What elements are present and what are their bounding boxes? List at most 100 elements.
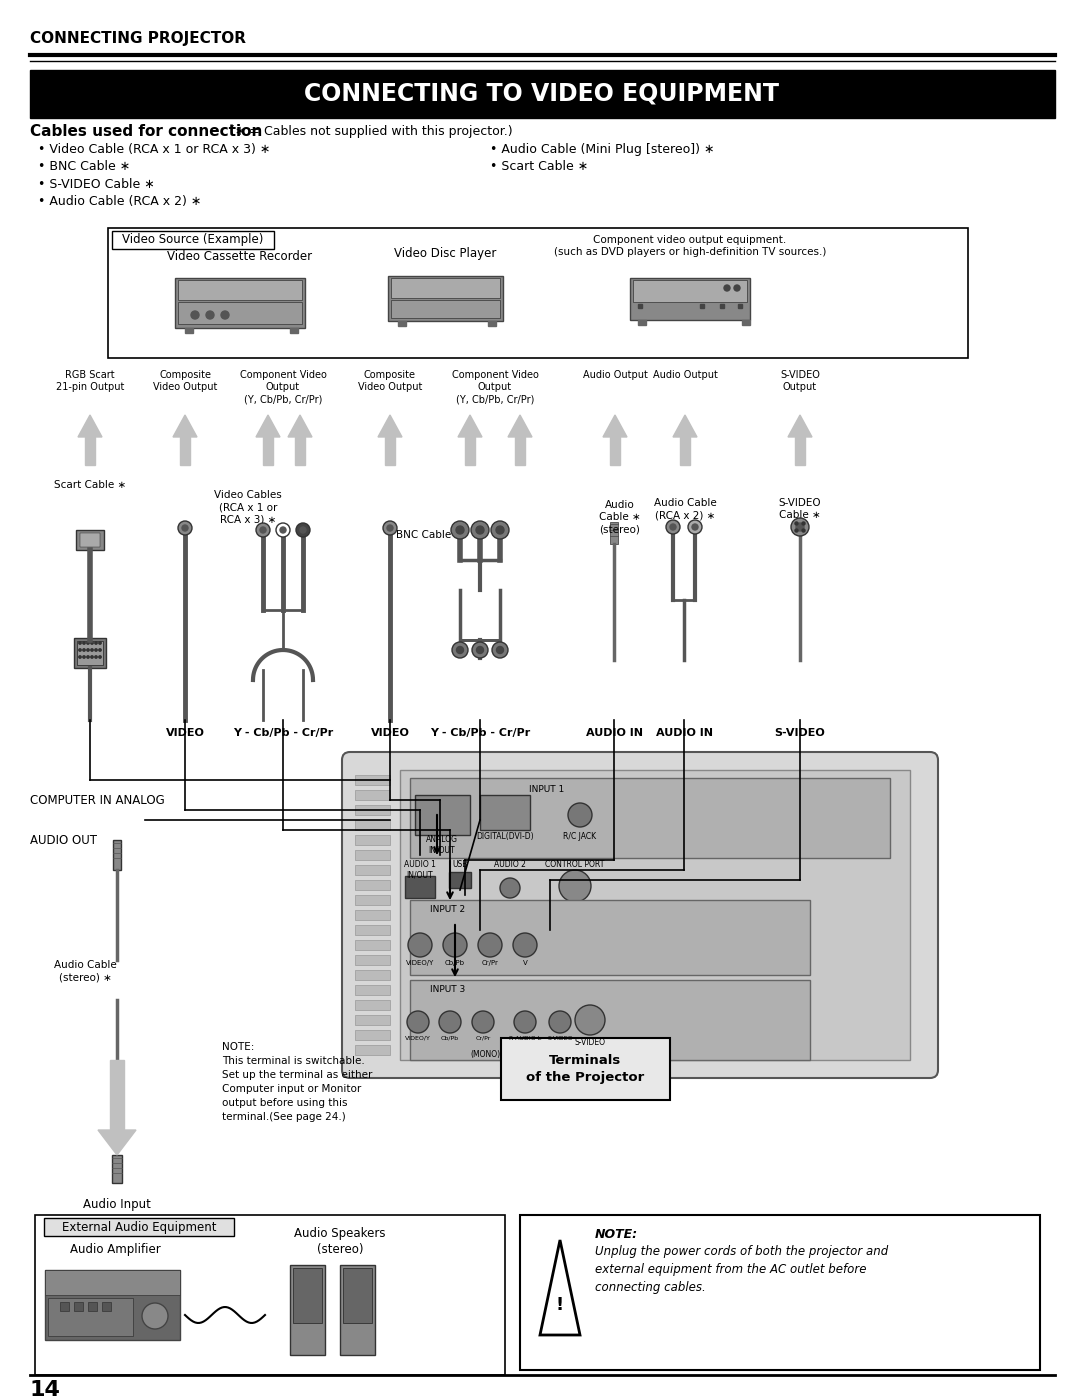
Text: Unplug the power cords of both the projector and
external equipment from the AC : Unplug the power cords of both the proje…: [595, 1245, 888, 1294]
Bar: [355, 970, 390, 981]
Bar: [796, 437, 805, 465]
Bar: [178, 302, 302, 324]
Circle shape: [86, 655, 90, 658]
Circle shape: [513, 933, 537, 957]
Circle shape: [457, 647, 463, 654]
Bar: [48, 1298, 133, 1336]
Bar: [742, 320, 750, 326]
Bar: [355, 865, 390, 875]
Bar: [415, 795, 470, 835]
Bar: [638, 305, 642, 307]
Polygon shape: [378, 415, 402, 437]
Polygon shape: [288, 415, 312, 437]
Polygon shape: [256, 415, 280, 437]
Text: Y - Cb/Pb - Cr/Pr: Y - Cb/Pb - Cr/Pr: [430, 728, 530, 738]
Circle shape: [256, 522, 270, 536]
Bar: [355, 895, 390, 905]
Text: AUDIO 1
IN/OUT: AUDIO 1 IN/OUT: [404, 861, 436, 879]
Bar: [633, 279, 747, 302]
Text: Audio Output: Audio Output: [582, 370, 647, 380]
Circle shape: [688, 520, 702, 534]
Circle shape: [549, 1011, 571, 1032]
Circle shape: [438, 1011, 461, 1032]
Bar: [515, 437, 525, 465]
Circle shape: [802, 529, 805, 532]
Text: Audio Amplifier: Audio Amplifier: [69, 1243, 160, 1256]
Polygon shape: [603, 415, 627, 437]
Bar: [355, 1016, 390, 1025]
Text: R AUDIO L: R AUDIO L: [509, 1037, 541, 1041]
Bar: [680, 437, 689, 465]
Bar: [108, 228, 968, 358]
Circle shape: [91, 641, 93, 644]
Polygon shape: [788, 415, 812, 437]
Text: • S-VIDEO Cable ∗: • S-VIDEO Cable ∗: [38, 177, 154, 190]
Bar: [386, 437, 394, 465]
Text: Terminals
of the Projector: Terminals of the Projector: [526, 1053, 644, 1084]
Bar: [355, 820, 390, 830]
Circle shape: [83, 648, 85, 651]
Text: USB: USB: [453, 861, 468, 869]
Circle shape: [387, 525, 393, 531]
Circle shape: [98, 648, 102, 651]
Bar: [410, 981, 810, 1060]
Text: NOTE:: NOTE:: [595, 1228, 638, 1241]
Text: External Audio Equipment: External Audio Equipment: [62, 1221, 216, 1234]
Text: S-VIDEO: S-VIDEO: [575, 1038, 606, 1046]
Polygon shape: [98, 1130, 136, 1155]
Bar: [112, 1155, 122, 1183]
FancyBboxPatch shape: [501, 1038, 670, 1099]
Bar: [388, 277, 503, 321]
Bar: [75, 1302, 83, 1310]
Bar: [355, 805, 390, 814]
Circle shape: [802, 522, 805, 525]
Bar: [355, 956, 390, 965]
Text: Audio Cable
(stereo) ∗: Audio Cable (stereo) ∗: [54, 960, 117, 982]
Text: Cb/Pb: Cb/Pb: [441, 1037, 459, 1041]
Circle shape: [260, 527, 266, 534]
Polygon shape: [458, 415, 482, 437]
Circle shape: [443, 933, 467, 957]
Bar: [102, 1302, 111, 1310]
Bar: [291, 328, 298, 332]
Text: Y - Cb/Pb - Cr/Pr: Y - Cb/Pb - Cr/Pr: [233, 728, 333, 738]
Bar: [75, 638, 106, 668]
Bar: [391, 300, 500, 319]
Bar: [400, 770, 910, 1060]
Bar: [355, 880, 390, 890]
Circle shape: [95, 641, 97, 644]
Text: • Audio Cable (Mini Plug [stereo]) ∗: • Audio Cable (Mini Plug [stereo]) ∗: [490, 144, 715, 156]
Bar: [35, 1215, 505, 1375]
Circle shape: [734, 285, 740, 291]
Bar: [355, 835, 390, 845]
Bar: [488, 321, 496, 326]
Bar: [465, 437, 474, 465]
Bar: [264, 437, 272, 465]
Text: Cr/Pr: Cr/Pr: [482, 960, 499, 965]
Circle shape: [407, 1011, 429, 1032]
Circle shape: [183, 525, 188, 531]
Text: Video Source (Example): Video Source (Example): [122, 233, 264, 246]
Bar: [30, 70, 1055, 117]
Text: COMPUTER IN ANALOG: COMPUTER IN ANALOG: [30, 793, 165, 806]
Circle shape: [666, 520, 680, 534]
Bar: [355, 909, 390, 921]
Text: Component Video
Output
(Y, Cb/Pb, Cr/Pr): Component Video Output (Y, Cb/Pb, Cr/Pr): [240, 370, 326, 405]
Circle shape: [86, 648, 90, 651]
Bar: [180, 437, 190, 465]
Bar: [391, 278, 500, 298]
Text: Audio Cable
(RCA x 2) ∗: Audio Cable (RCA x 2) ∗: [653, 497, 716, 521]
Text: RGB Scart
21-pin Output: RGB Scart 21-pin Output: [56, 370, 124, 393]
Polygon shape: [540, 1241, 580, 1336]
Circle shape: [79, 641, 81, 644]
Bar: [178, 279, 302, 300]
Circle shape: [795, 529, 798, 532]
Circle shape: [497, 647, 503, 654]
Bar: [340, 1266, 375, 1355]
Circle shape: [476, 527, 484, 534]
Text: CONNECTING PROJECTOR: CONNECTING PROJECTOR: [30, 31, 246, 46]
Text: Scart Cable ∗: Scart Cable ∗: [54, 481, 126, 490]
Bar: [293, 1268, 322, 1323]
Circle shape: [492, 643, 508, 658]
Circle shape: [472, 643, 488, 658]
